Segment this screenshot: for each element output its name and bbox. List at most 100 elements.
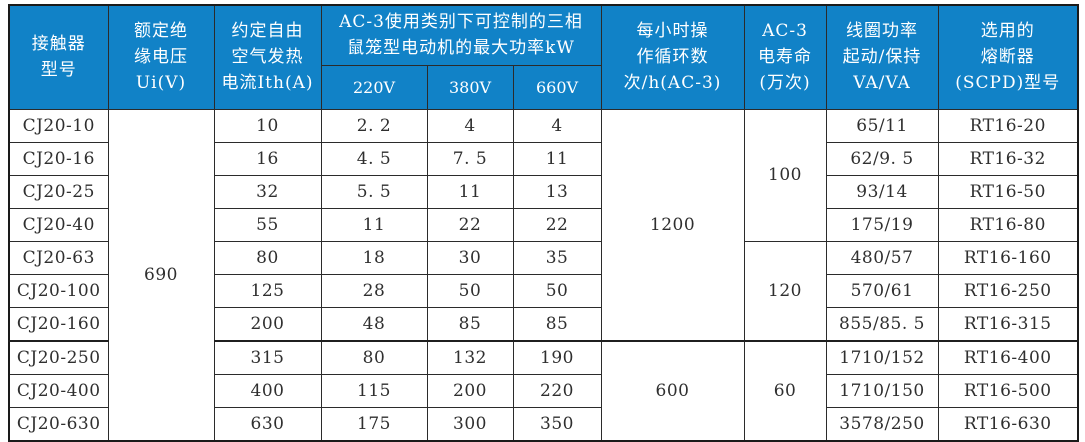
cell-p380: 11 [426,174,514,209]
table-header: 接触器 型号 额定绝 缘电压 Ui(V) 约定自由 空气发热 电流Ith(A) … [8,4,1079,110]
header-fuse-line: 熔断器 [980,47,1035,68]
cell-p380: 30 [426,240,514,275]
header-voltage-line: Ui(V) [135,73,187,94]
header-cycles: 每小时操 作循环数 次/h(AC-3) [600,4,745,110]
cell-fuse: RT16-315 [937,306,1079,341]
cell-p220: 28 [320,273,428,308]
table-row: CJ20-100 125 28 50 50 570/61 RT16-250 [8,273,1079,308]
cell-p220: 48 [320,306,428,341]
header-thermal-current: 约定自由 空气发热 电流Ith(A) [213,4,322,110]
cell-life-merged: 60 [743,339,827,441]
cell-p660: 11 [512,141,602,176]
header-power-line: 鼠笼型电动机的最大功率kW [347,38,575,59]
cell-p220: 18 [320,240,428,275]
header-coil-line: VA/VA [853,73,911,94]
header-row-sub: 220V 380V 660V [9,64,1078,110]
header-voltage-line: 额定绝 [134,20,188,41]
cell-fuse: RT16-400 [937,339,1079,375]
cell-ith: 315 [213,339,322,375]
header-fuse-line: 选用的 [980,20,1035,41]
header-life-line: 电寿命 [758,47,813,68]
cell-ith: 10 [213,108,322,143]
cell-ith: 200 [213,306,322,341]
cell-p380: 50 [426,273,514,308]
contactor-spec-table: 接触器 型号 额定绝 缘电压 Ui(V) 约定自由 空气发热 电流Ith(A) … [8,4,1080,442]
table-body: CJ20-10 690 10 2. 2 4 4 1200 100 65/11 R… [8,108,1079,441]
subheader-220v: 220V [320,64,428,110]
cell-coil: 1710/152 [825,339,939,375]
cell-coil: 1710/150 [825,373,939,408]
cell-p660: 220 [512,373,602,408]
cell-p380: 132 [426,339,514,375]
cell-model: CJ20-250 [8,339,109,375]
cell-p220: 4. 5 [320,141,428,176]
cell-model: CJ20-16 [8,141,109,176]
header-fuse-line: (SCPD)型号 [955,73,1061,94]
header-model-line: 接触器 [31,33,86,54]
cell-model: CJ20-100 [8,273,109,308]
cell-p660: 4 [512,108,602,143]
header-coil-line: 线圈功率 [846,20,919,41]
cell-fuse: RT16-630 [937,406,1079,441]
cell-p380: 200 [426,373,514,408]
cell-ith: 125 [213,273,322,308]
cell-p380: 7. 5 [426,141,514,176]
cell-coil: 93/14 [825,174,939,209]
cell-fuse: RT16-250 [937,273,1079,308]
cell-life-merged: 120 [743,240,827,341]
cell-fuse: RT16-80 [937,207,1079,242]
subheader-380v: 380V [426,64,514,110]
table-row: CJ20-25 32 5. 5 11 13 93/14 RT16-50 [8,174,1079,209]
header-thermal-line: 电流Ith(A) [221,73,314,94]
cell-ith: 400 [213,373,322,408]
cell-p660: 13 [512,174,602,209]
header-electrical-life: AC-3 电寿命 (万次) [743,4,827,110]
subheader-660v: 660V [512,64,602,110]
cell-ith: 80 [213,240,322,275]
table-row: CJ20-10 690 10 2. 2 4 4 1200 100 65/11 R… [8,108,1079,441]
table-row: CJ20-250 315 80 132 190 600 60 1710/152 … [8,339,1079,441]
header-cycles-line: 次/h(AC-3) [623,73,722,94]
cell-model: CJ20-630 [8,406,109,441]
cell-model: CJ20-400 [8,373,109,408]
cell-coil: 855/85. 5 [825,306,939,341]
cell-model: CJ20-10 [8,108,109,143]
header-model-line: 型号 [40,60,77,81]
cell-p660: 350 [512,406,602,441]
cell-p380: 85 [426,306,514,341]
header-life-line: (万次) [759,73,811,94]
cell-p380: 300 [426,406,514,441]
cell-p660: 50 [512,273,602,308]
cell-coil: 62/9. 5 [825,141,939,176]
header-model: 接触器 型号 [8,4,109,110]
cell-p220: 115 [320,373,428,408]
header-coil-line: 起动/保持 [842,47,922,68]
cell-p660: 190 [512,339,602,375]
cell-p220: 11 [320,207,428,242]
cell-p660: 85 [512,306,602,341]
cell-p220: 80 [320,339,428,375]
cell-fuse: RT16-160 [937,240,1079,275]
cell-p220: 5. 5 [320,174,428,209]
cell-ui-merged: 690 [107,108,215,441]
cell-p220: 2. 2 [320,108,428,143]
header-fuse: 选用的 熔断器 (SCPD)型号 [937,4,1079,110]
header-cycles-line: 作循环数 [636,47,709,68]
cell-ith: 32 [213,174,322,209]
header-cycles-line: 每小时操 [636,20,709,41]
header-coil-power: 线圈功率 起动/保持 VA/VA [825,4,939,110]
cell-p380: 4 [426,108,514,143]
table-row: CJ20-40 55 11 22 22 175/19 RT16-80 [8,207,1079,242]
header-thermal-line: 约定自由 [231,20,304,41]
table-row: CJ20-400 400 115 200 220 1710/150 RT16-5… [8,373,1079,408]
cell-ith: 55 [213,207,322,242]
cell-fuse: RT16-50 [937,174,1079,209]
cell-cycles-merged: 1200 [600,108,745,341]
header-insulation-voltage: 额定绝 缘电压 Ui(V) [107,4,215,110]
cell-model: CJ20-160 [8,306,109,341]
cell-fuse: RT16-32 [937,141,1079,176]
header-power-line: AC-3使用类别下可控制的三相 [339,11,583,32]
header-voltage-line: 缘电压 [134,47,188,68]
cell-ith: 630 [213,406,322,441]
cell-p660: 22 [512,207,602,242]
